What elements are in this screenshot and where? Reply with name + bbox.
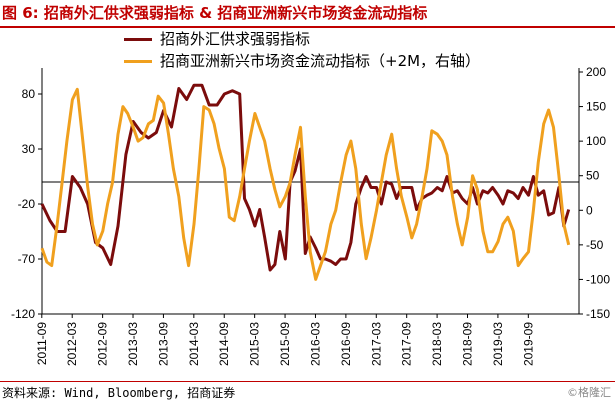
- x-tick-label: 2017-09: [400, 322, 414, 366]
- left-tick-label: -20: [18, 197, 36, 211]
- watermark: ©格隆汇: [567, 386, 611, 399]
- legend-swatch-fx: [124, 37, 152, 41]
- x-tick-label: 2015-03: [248, 322, 262, 366]
- x-tick-label: 2012-03: [65, 322, 79, 366]
- left-tick-label: -70: [18, 252, 36, 266]
- right-tick-label: 0: [586, 203, 593, 217]
- x-tick-label: 2018-09: [461, 322, 475, 366]
- left-tick-label: 80: [22, 87, 36, 101]
- right-tick-label: -50: [586, 238, 604, 252]
- x-tick-label: 2017-03: [369, 322, 383, 366]
- legend-label-fx: 招商外汇供求强弱指标: [160, 30, 311, 48]
- right-tick-label: 200: [586, 65, 606, 79]
- chart-title: 图 6: 招商外汇供求强弱指标 & 招商亚洲新兴市场资金流动指标: [2, 4, 428, 22]
- legend: 招商外汇供求强弱指标 招商亚洲新兴市场资金流动指标（+2M，右轴）: [124, 28, 480, 72]
- left-tick-label: -120: [11, 307, 35, 321]
- x-tick-label: 2016-09: [339, 322, 353, 366]
- legend-item-fx: 招商外汇供求强弱指标: [124, 28, 480, 50]
- x-tick-label: 2012-09: [96, 322, 110, 366]
- x-tick-label: 2014-03: [187, 322, 201, 366]
- x-tick-label: 2013-09: [156, 322, 170, 366]
- legend-item-flow: 招商亚洲新兴市场资金流动指标（+2M，右轴）: [124, 50, 480, 72]
- legend-label-flow: 招商亚洲新兴市场资金流动指标（+2M，右轴）: [160, 52, 481, 70]
- x-tick-label: 2014-09: [217, 322, 231, 366]
- right-tick-label: -100: [586, 272, 610, 286]
- right-tick-label: 150: [586, 100, 606, 114]
- series-line-flow: [40, 87, 571, 281]
- left-tick-label: 30: [22, 142, 36, 156]
- legend-swatch-flow: [124, 59, 152, 63]
- x-tick-label: 2016-03: [308, 322, 322, 366]
- x-tick-label: 2018-03: [430, 322, 444, 366]
- source-rule: [0, 381, 615, 382]
- x-tick-label: 2013-03: [126, 322, 140, 366]
- title-rule: [0, 26, 615, 28]
- series-line-fx: [40, 83, 571, 272]
- x-tick-label: 2019-09: [521, 322, 535, 366]
- right-tick-label: 100: [586, 134, 606, 148]
- source-note: 资料来源: Wind, Bloomberg, 招商证券: [2, 386, 236, 400]
- x-tick-label: 2011-09: [35, 322, 49, 365]
- x-tick-label: 2019-03: [491, 322, 505, 366]
- x-tick-label: 2015-09: [278, 322, 292, 366]
- right-tick-label: 50: [586, 169, 600, 183]
- right-tick-label: -150: [586, 307, 610, 321]
